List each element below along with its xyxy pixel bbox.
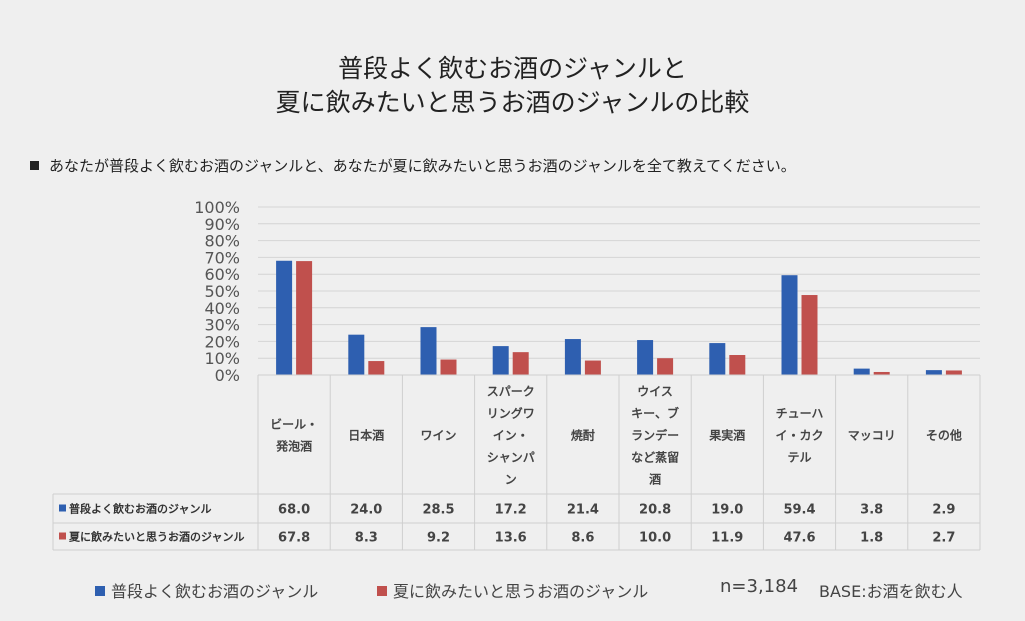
legend-item-series-1: 普段よく飲むお酒のジャンル [95,578,318,602]
category-label: 発泡酒 [275,439,312,454]
category-label: 焼酎 [571,428,595,443]
table-value: 10.0 [639,531,671,546]
bar-series-2 [440,359,457,375]
bar-series-1 [420,327,437,375]
row-swatch-series-1 [59,504,66,512]
category-label: 日本酒 [348,428,384,443]
bar-series-2 [729,355,746,375]
bar-series-2 [296,261,313,375]
table-value: 13.6 [495,531,527,546]
chart-title: 普段よく飲むお酒のジャンルと 夏に飲みたいと思うお酒のジャンルの比較 [0,52,1025,120]
category-label: ランデー [631,428,679,443]
y-tick-label: 90% [204,215,240,234]
y-tick-label: 50% [204,282,240,301]
table-value: 17.2 [495,503,527,518]
chart-title-line-2: 夏に飲みたいと思うお酒のジャンルの比較 [275,88,750,117]
category-label: 果実酒 [708,428,745,443]
category-label: 酒 [649,473,661,487]
row-swatch-series-2 [59,532,66,540]
category-label: チューハ [776,407,824,421]
bar-series-1 [276,260,293,375]
bar-series-1 [853,368,870,375]
y-tick-label: 100% [194,198,240,217]
legend-item-series-2: 夏に飲みたいと思うお酒のジャンル [377,578,648,602]
bar-series-1 [637,340,654,375]
chart-title-line-1: 普段よく飲むお酒のジャンルと [338,54,687,83]
table-value: 8.6 [571,531,594,546]
table-value: 20.8 [639,503,671,518]
y-tick-label: 40% [204,299,240,318]
row-header-series-1: 普段よく飲むお酒のジャンル [69,502,211,516]
table-value: 1.8 [860,531,883,546]
bar-series-2 [584,360,601,375]
category-label: その他 [926,428,962,443]
category-label: マッコリ [848,429,896,443]
table-value: 59.4 [783,503,815,518]
survey-question: あなたが普段よく飲むお酒のジャンルと、あなたが夏に飲みたいと思うお酒のジャンルを… [30,155,1020,176]
table-value: 28.5 [422,503,454,518]
bar-series-1 [709,343,726,375]
table-value: 24.0 [350,503,382,518]
survey-question-text: あなたが普段よく飲むお酒のジャンルと、あなたが夏に飲みたいと思うお酒のジャンルを… [49,157,796,175]
table-value: 67.8 [278,531,310,546]
category-label: ン [505,473,517,487]
bar-series-1 [492,346,509,375]
bar-series-2 [945,370,962,375]
category-label: キー、ブ [631,406,679,421]
bar-series-2 [801,295,818,375]
y-tick-label: 20% [204,332,240,351]
y-tick-label: 10% [204,349,240,368]
table-value: 2.7 [932,531,955,546]
table-value: 68.0 [278,503,310,518]
category-label: ビール・ [270,417,318,432]
category-label: リングワ [487,406,535,421]
row-header-series-2: 夏に飲みたいと思うお酒のジャンル [69,530,244,544]
bar-series-2 [368,361,385,375]
bar-series-1 [564,339,581,375]
category-label: イン・ [493,429,529,443]
bar-series-2 [657,358,674,375]
y-tick-label: 30% [204,316,240,335]
table-value: 21.4 [567,503,599,518]
bar-series-2 [512,352,529,375]
table-value: 47.6 [783,531,815,546]
table-value: 19.0 [711,503,743,518]
bar-series-1 [348,334,365,375]
category-label: テル [787,451,811,465]
legend-swatch-series-2 [377,586,387,596]
sample-size: n=3,184 [720,576,799,597]
table-value: 9.2 [427,531,450,546]
y-tick-label: 80% [204,232,240,251]
bar-series-1 [781,275,798,375]
y-tick-label: 60% [204,265,240,284]
legend-label-series-1: 普段よく飲むお酒のジャンル [111,582,319,601]
y-tick-label: 70% [204,248,240,267]
legend-swatch-series-1 [95,586,105,596]
table-value: 2.9 [932,503,955,518]
table-value: 8.3 [355,531,378,546]
category-label: ウイス [637,385,673,399]
square-bullet-icon [30,161,39,170]
category-label: イ・カク [775,429,823,443]
y-tick-label: 0% [215,366,240,385]
category-label: スパーク [487,385,535,399]
bar-series-2 [873,371,890,375]
table-value: 3.8 [860,503,883,518]
legend-label-series-2: 夏に飲みたいと思うお酒のジャンル [393,582,649,601]
category-label: シャンパ [487,451,535,465]
table-value: 11.9 [711,531,743,546]
bar-series-1 [925,370,942,375]
base-note: BASE:お酒を飲む人 [819,582,963,601]
category-label: など蒸留 [631,450,679,465]
category-label: ワイン [420,429,456,443]
